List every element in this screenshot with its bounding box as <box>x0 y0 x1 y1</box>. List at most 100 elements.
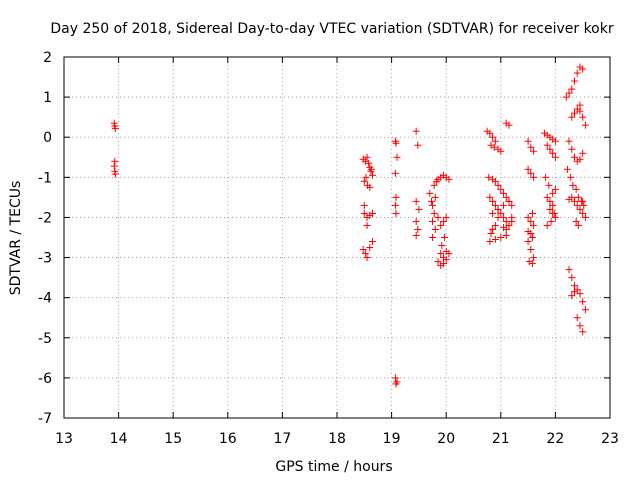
data-point <box>368 171 376 179</box>
data-point <box>562 93 570 101</box>
data-point <box>437 250 445 258</box>
data-point <box>551 137 559 145</box>
data-point <box>438 242 446 250</box>
x-tick-label: 16 <box>219 431 237 447</box>
data-point <box>565 89 573 97</box>
data-point <box>491 236 499 244</box>
data-point <box>545 181 553 189</box>
data-point <box>368 238 376 246</box>
data-point <box>565 266 573 274</box>
data-point <box>392 139 400 147</box>
data-point <box>486 129 494 137</box>
data-point <box>573 69 581 77</box>
data-point <box>580 201 588 209</box>
data-point <box>429 217 437 225</box>
data-point <box>571 197 579 205</box>
data-point <box>528 260 536 268</box>
data-point <box>524 238 532 246</box>
data-point <box>439 260 447 268</box>
data-point <box>576 290 584 298</box>
data-point <box>412 127 420 135</box>
data-point <box>565 195 573 203</box>
data-point <box>543 221 551 229</box>
data-point <box>412 231 420 239</box>
data-point <box>429 234 437 241</box>
data-point <box>500 201 508 209</box>
y-tick-label: -4 <box>38 291 52 307</box>
data-point <box>426 189 434 197</box>
data-point <box>489 133 497 141</box>
data-point <box>573 201 581 209</box>
data-point <box>579 197 587 205</box>
data-point <box>524 137 532 145</box>
y-tick-label: -5 <box>38 331 52 347</box>
data-point <box>485 173 493 181</box>
data-point <box>502 231 510 239</box>
data-point <box>551 153 559 161</box>
data-point <box>367 165 375 173</box>
data-point <box>366 183 374 191</box>
data-point <box>491 177 499 185</box>
data-point <box>497 209 505 217</box>
data-point <box>551 213 559 221</box>
data-point <box>530 221 538 229</box>
data-point <box>543 193 551 201</box>
y-tick-label: -1 <box>38 170 52 186</box>
data-point <box>360 177 368 185</box>
data-point <box>581 306 589 314</box>
data-point <box>528 209 536 217</box>
data-point <box>392 193 400 201</box>
data-point <box>579 113 587 121</box>
data-point <box>579 328 587 336</box>
data-point <box>414 141 422 149</box>
x-tick-label: 14 <box>110 431 128 447</box>
data-point <box>363 153 371 161</box>
data-point <box>359 246 367 254</box>
data-point <box>111 124 119 132</box>
data-point <box>392 209 400 217</box>
data-point <box>568 85 576 93</box>
data-point <box>434 213 442 221</box>
data-point <box>546 197 554 205</box>
data-point <box>569 181 577 189</box>
data-point <box>497 234 505 241</box>
data-point <box>494 213 502 221</box>
data-point <box>572 185 580 193</box>
data-point <box>571 109 579 117</box>
data-point <box>565 137 573 145</box>
data-point <box>530 254 538 262</box>
data-point <box>412 197 420 205</box>
data-point <box>576 205 584 213</box>
y-tick-label: -3 <box>38 251 52 267</box>
data-point <box>502 225 510 233</box>
data-point <box>576 155 584 163</box>
data-point <box>568 145 576 153</box>
data-point <box>491 221 499 229</box>
y-tick-labels: 2 1 0 -1 -2 -3 -4 -5 -6 -7 <box>38 50 52 427</box>
data-point <box>563 165 571 173</box>
data-point <box>546 145 554 153</box>
data-point <box>579 209 587 217</box>
data-point <box>365 159 373 167</box>
data-point <box>491 201 499 209</box>
data-point <box>527 246 535 254</box>
data-point <box>502 193 510 201</box>
data-point <box>568 274 576 282</box>
data-point <box>494 181 502 189</box>
data-point <box>487 229 495 237</box>
data-point <box>431 193 439 201</box>
data-point <box>392 380 400 388</box>
data-point <box>574 193 582 201</box>
data-point <box>442 256 450 264</box>
y-tick-label: 0 <box>43 130 52 146</box>
plot-frame <box>63 56 611 419</box>
data-point <box>430 209 438 217</box>
data-points <box>110 63 589 388</box>
y-axis-label: SDTVAR / TECUs <box>8 181 24 296</box>
data-point <box>550 209 558 217</box>
data-point <box>363 254 371 262</box>
y-tick-label: -6 <box>38 371 52 387</box>
x-tick-label: 21 <box>492 431 510 447</box>
data-point <box>573 314 581 322</box>
data-point <box>439 217 447 225</box>
